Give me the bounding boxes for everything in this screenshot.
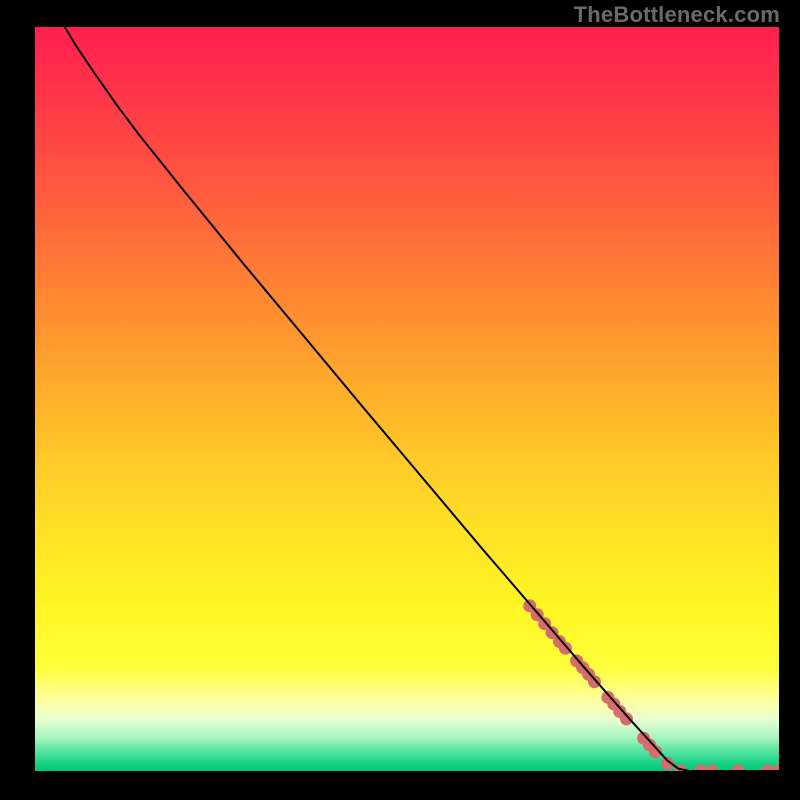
curve-path (65, 27, 779, 771)
watermark-text: TheBottleneck.com (574, 2, 780, 28)
data-marker (559, 642, 572, 655)
markers-group (523, 599, 779, 771)
plot-area (35, 27, 779, 771)
data-marker (588, 675, 601, 688)
chart-svg (35, 27, 779, 771)
